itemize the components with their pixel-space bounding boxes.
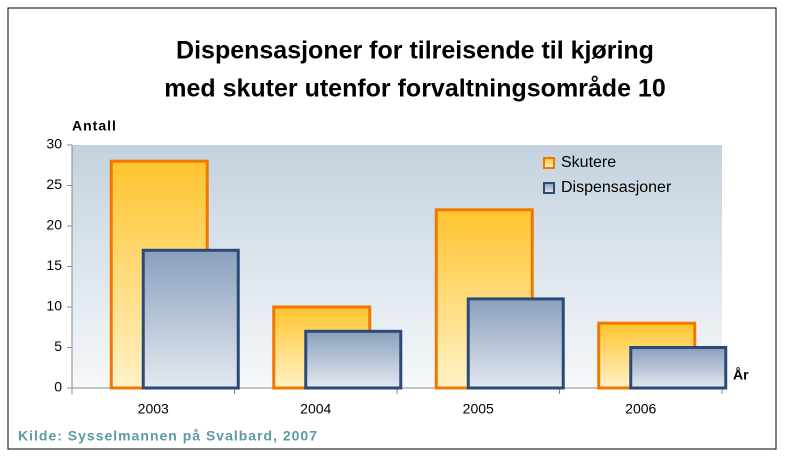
y-tick-label: 10	[46, 298, 62, 314]
legend-label: Dispensasjoner	[561, 179, 672, 196]
chart-title: Dispensasjoner for tilreisende til kjøri…	[176, 37, 654, 65]
x-tick-label: 2003	[138, 401, 169, 417]
bar	[141, 248, 240, 390]
x-tick-label: 2006	[625, 401, 656, 417]
bar	[629, 346, 728, 390]
bar	[304, 329, 403, 390]
x-tick-label: 2005	[463, 401, 494, 417]
x-axis-label: År	[733, 367, 749, 383]
y-tick-label: 30	[46, 136, 62, 152]
chart-title: med skuter utenfor forvaltningsområde 10	[164, 75, 666, 103]
bar	[466, 297, 565, 390]
y-tick-label: 20	[46, 217, 62, 233]
y-tick-label: 15	[46, 257, 62, 273]
legend-swatch	[543, 182, 555, 194]
y-tick-label: 5	[54, 338, 62, 354]
y-tick-label: 0	[54, 379, 62, 395]
y-tick-label: 25	[46, 176, 62, 192]
y-axis-label: Antall	[72, 118, 117, 134]
legend-label: Skutere	[561, 154, 616, 171]
legend-swatch	[543, 157, 555, 169]
x-tick-label: 2004	[300, 401, 331, 417]
source: Kilde: Sysselmannen på Svalbard, 2007	[18, 428, 318, 444]
